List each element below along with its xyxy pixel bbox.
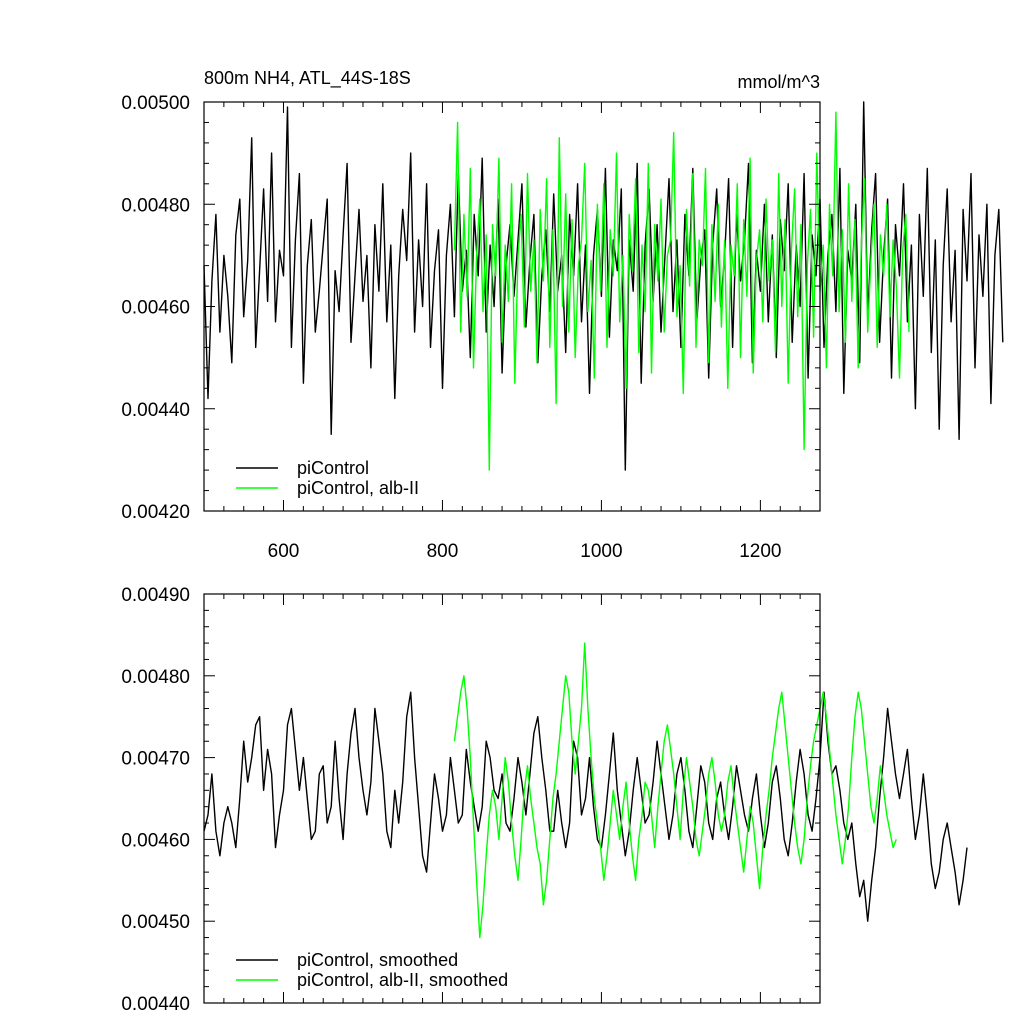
x-tick-label: 1200 [739, 541, 781, 562]
legend-label-2: piControl, alb-II [297, 478, 419, 498]
top-panel: 800m NH4, ATL_44S-18S mmol/m^3 0.00420 0.… [121, 68, 1004, 562]
y-tick-label: 0.00460 [121, 830, 190, 851]
top-panel-title: 800m NH4, ATL_44S-18S [204, 68, 411, 89]
top-panel-units: mmol/m^3 [738, 72, 820, 92]
y-tick-label: 0.00470 [121, 749, 190, 770]
series-line-2 [453, 111, 910, 471]
legend-label-2: piControl, alb-II, smoothed [297, 970, 508, 990]
x-tick-label: 800 [427, 541, 459, 562]
legend-label-1: piControl [297, 458, 369, 478]
plot-frame [203, 593, 821, 1004]
x-tick-label: 600 [268, 541, 300, 562]
y-tick-label: 0.00480 [121, 667, 190, 688]
y-tick-label: 0.00440 [121, 994, 190, 1015]
plot-frame [203, 101, 821, 512]
y-tick-label: 0.00480 [121, 195, 190, 216]
legend-label-1: piControl, smoothed [297, 950, 458, 970]
x-tick-label: 1000 [580, 541, 622, 562]
y-tick-label: 0.00490 [121, 585, 190, 606]
y-tick-label: 0.00500 [121, 93, 190, 114]
series-line-1 [203, 691, 968, 922]
y-tick-label: 0.00420 [121, 502, 190, 523]
y-tick-label: 0.00460 [121, 298, 190, 319]
series-line-1 [203, 101, 1004, 471]
axis-ticks [203, 101, 821, 512]
axis-ticks [203, 593, 821, 1004]
series-line-2 [453, 642, 897, 939]
bottom-panel: 0.00440 0.00450 0.00460 0.00470 0.00480 0.004… [121, 585, 968, 1015]
y-tick-label: 0.00450 [121, 912, 190, 933]
y-tick-label: 0.00440 [121, 400, 190, 421]
